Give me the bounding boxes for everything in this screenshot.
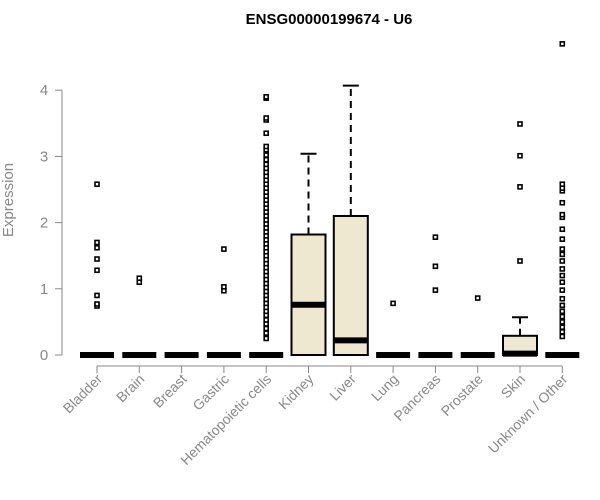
- outlier-point: [94, 181, 100, 188]
- box-body: [332, 214, 369, 356]
- outlier-point: [263, 330, 270, 336]
- outlier-point: [517, 121, 523, 127]
- outlier-point: [559, 41, 566, 47]
- outlier-point: [559, 181, 566, 188]
- outlier-point: [559, 266, 566, 272]
- outlier-point: [517, 184, 523, 190]
- y-tick-label: 1: [40, 281, 48, 298]
- box-liver: [332, 84, 369, 356]
- x-tick-label: Pancreas: [390, 371, 443, 424]
- outlier-point: [517, 152, 523, 159]
- y-axis-label: Expression: [0, 163, 17, 237]
- outlier-point: [517, 258, 523, 264]
- outlier-point: [559, 236, 566, 242]
- outlier-point: [559, 333, 566, 340]
- x-tick-label: Lung: [368, 371, 401, 404]
- outlier-point: [221, 246, 227, 252]
- outlier-point: [263, 335, 270, 342]
- box-kidney: [290, 152, 327, 357]
- chart-title: ENSG00000199674 - U6: [246, 11, 413, 28]
- outlier-point: [559, 199, 566, 206]
- outlier-point: [263, 152, 270, 158]
- outlier-point: [559, 329, 566, 335]
- outlier-point: [263, 317, 270, 323]
- outlier-point: [94, 256, 100, 262]
- outlier-point: [263, 325, 270, 332]
- outlier-point: [94, 244, 100, 251]
- outlier-point: [263, 161, 270, 168]
- outlier-point: [559, 272, 566, 279]
- outlier-point: [221, 284, 227, 290]
- outlier-point: [559, 246, 566, 252]
- outlier-point: [94, 239, 100, 246]
- y-tick-label: 0: [40, 347, 48, 364]
- outlier-point: [559, 226, 566, 233]
- outlier-point: [559, 308, 566, 315]
- outlier-point: [263, 156, 270, 163]
- outlier-point: [559, 324, 566, 330]
- outliers: [94, 41, 566, 342]
- outlier-point: [263, 130, 270, 137]
- x-tick-label: Prostate: [438, 371, 486, 419]
- outlier-point: [432, 263, 439, 270]
- x-tick-label: Unknown / Other: [485, 371, 571, 457]
- y-tick-label: 2: [40, 215, 48, 232]
- outlier-point: [136, 275, 143, 282]
- y-tick-label: 4: [40, 82, 48, 99]
- outlier-point: [559, 287, 566, 293]
- box-body: [290, 233, 327, 357]
- outlier-point: [94, 301, 100, 307]
- x-tick-label: Kidney: [275, 371, 317, 413]
- y-tick-label: 3: [40, 148, 48, 165]
- outlier-point: [263, 115, 270, 121]
- x-tick-label: Skin: [498, 371, 529, 402]
- x-tick-label: Brain: [113, 371, 147, 405]
- outlier-point: [559, 211, 566, 218]
- boxes: [80, 84, 580, 358]
- x-tick-label: Liver: [326, 371, 359, 404]
- x-tick-label: Breast: [150, 371, 190, 411]
- outlier-point: [559, 279, 566, 285]
- outlier-point: [94, 292, 100, 299]
- outlier-point: [559, 295, 566, 302]
- outlier-point: [559, 319, 566, 325]
- outlier-point: [390, 300, 396, 307]
- outlier-point: [559, 258, 566, 264]
- outlier-point: [432, 234, 439, 240]
- outlier-point: [432, 287, 439, 293]
- outlier-point: [94, 267, 100, 274]
- outlier-point: [263, 143, 270, 150]
- outlier-point: [474, 295, 481, 301]
- outlier-point: [559, 302, 566, 309]
- axes: 0 1 2 3 4: [40, 82, 563, 373]
- box-skin: [502, 316, 538, 357]
- outlier-point: [263, 94, 270, 100]
- outlier-point: [559, 313, 566, 320]
- outlier-point: [559, 251, 566, 258]
- x-tick-label: Bladder: [60, 371, 106, 417]
